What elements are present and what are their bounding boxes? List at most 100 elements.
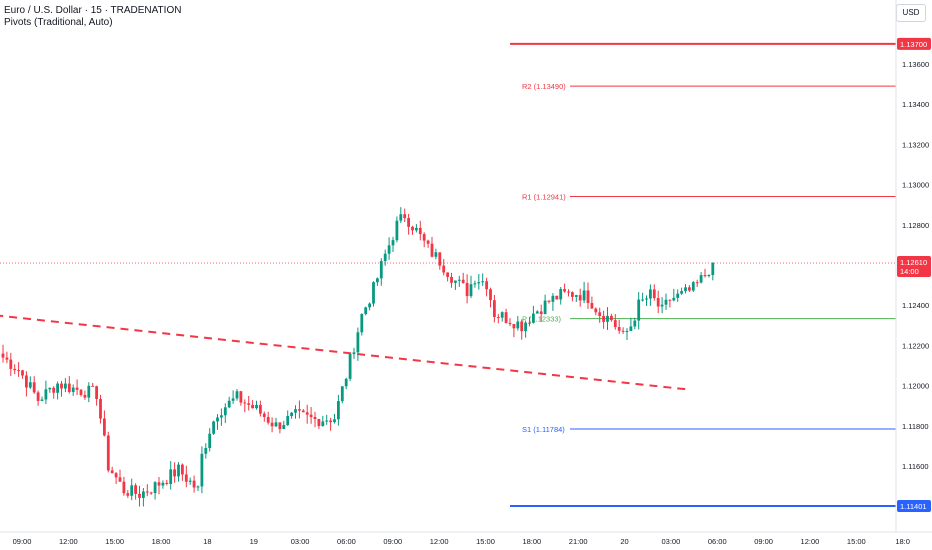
- candle: [344, 377, 348, 390]
- time-axis: 09:00 12:00 15:00 18:00 18 19 03:00 06:00 09:00 1…: [0, 531, 932, 546]
- candle: [465, 274, 469, 304]
- candle: [52, 386, 56, 399]
- candle-body: [75, 387, 79, 390]
- candle-body: [126, 493, 130, 496]
- candle: [329, 417, 332, 431]
- candle-body: [598, 312, 602, 316]
- candle-body: [442, 265, 446, 273]
- pivot-label-r2: R2 (1.13490): [522, 82, 566, 91]
- x-tick-label: 06:00: [708, 537, 727, 546]
- candle: [578, 288, 582, 307]
- candle: [36, 390, 40, 406]
- indicator-label[interactable]: Pivots (Traditional, Auto): [4, 17, 113, 28]
- x-tick-label: 19: [250, 537, 258, 546]
- candle: [149, 491, 153, 495]
- candle: [415, 224, 418, 233]
- candle: [83, 390, 87, 400]
- downtrend-line[interactable]: [0, 314, 690, 391]
- candle: [333, 413, 336, 424]
- candle-body: [660, 304, 664, 307]
- candle-body: [165, 482, 169, 484]
- candle: [395, 216, 399, 243]
- candle-body: [247, 403, 251, 405]
- candle-body: [56, 383, 59, 393]
- candle: [67, 376, 71, 394]
- candle-body: [255, 404, 258, 409]
- candle-body: [220, 415, 223, 418]
- candle-body: [344, 378, 348, 387]
- candle: [508, 318, 512, 327]
- candle: [535, 310, 539, 314]
- candle-body: [274, 422, 278, 427]
- candle-body: [17, 370, 20, 372]
- x-tick-label: 15:00: [847, 537, 866, 546]
- candle-body: [44, 389, 48, 400]
- candle-body: [520, 321, 524, 332]
- candle-body: [547, 300, 551, 302]
- candle-body: [321, 421, 325, 427]
- candle: [555, 295, 559, 300]
- candle-body: [457, 279, 461, 281]
- candle-body: [590, 303, 594, 309]
- candle-body: [430, 243, 434, 257]
- candles: [1, 207, 715, 507]
- candle-body: [64, 383, 67, 389]
- x-tick-label: 21:00: [569, 537, 588, 546]
- y-tick-label: 1.13400: [902, 100, 929, 109]
- candle-body: [294, 409, 297, 413]
- candle: [551, 293, 555, 311]
- candle: [298, 400, 301, 419]
- candle-body: [563, 289, 566, 292]
- candle-body: [142, 491, 145, 498]
- y-tick-label: 1.11600: [902, 462, 929, 471]
- candle: [711, 262, 715, 281]
- candle-body: [149, 492, 153, 494]
- candle: [13, 364, 17, 375]
- candle-body: [360, 314, 364, 333]
- candle: [364, 306, 368, 316]
- candle-body: [477, 282, 481, 284]
- candle-body: [528, 322, 531, 324]
- candle-body: [239, 391, 243, 403]
- pivot-levels: R2 (1.13490) R1 (1.12941) P (1.12333) S1 (1…: [0, 42, 896, 507]
- candle-countdown: 14:00: [900, 267, 919, 276]
- candle-body: [301, 410, 305, 413]
- candle: [489, 287, 492, 308]
- candle: [247, 395, 251, 411]
- candle: [621, 327, 625, 334]
- candle: [668, 299, 672, 308]
- candle-body: [555, 295, 559, 300]
- candle: [192, 475, 196, 493]
- candle-body: [664, 299, 668, 305]
- candle: [520, 319, 524, 340]
- x-tick-label: 12:00: [801, 537, 820, 546]
- candle: [691, 280, 695, 293]
- candle-body: [329, 420, 332, 423]
- candle-body: [391, 240, 395, 246]
- candle: [625, 328, 629, 340]
- candle: [48, 387, 52, 393]
- candle: [598, 307, 602, 323]
- candle: [1, 344, 5, 363]
- candle: [368, 302, 371, 311]
- candle-body: [539, 311, 543, 315]
- candle: [645, 295, 648, 306]
- candle-body: [1, 353, 5, 358]
- candle: [122, 476, 126, 496]
- candle-body: [434, 252, 438, 257]
- y-tick-label: 1.12800: [902, 221, 929, 230]
- candle-body: [637, 299, 641, 321]
- candle-body: [184, 474, 188, 482]
- candle-body: [262, 413, 266, 418]
- candle-body: [586, 290, 590, 304]
- candle-body: [114, 473, 118, 478]
- candle: [212, 420, 215, 435]
- candle: [25, 371, 28, 397]
- candle: [110, 466, 114, 474]
- candle: [637, 292, 641, 330]
- candle: [660, 297, 664, 314]
- candle: [266, 411, 270, 425]
- chart-title: Euro / U.S. Dollar · 15 · TRADENATION: [4, 5, 182, 16]
- candle: [270, 417, 274, 433]
